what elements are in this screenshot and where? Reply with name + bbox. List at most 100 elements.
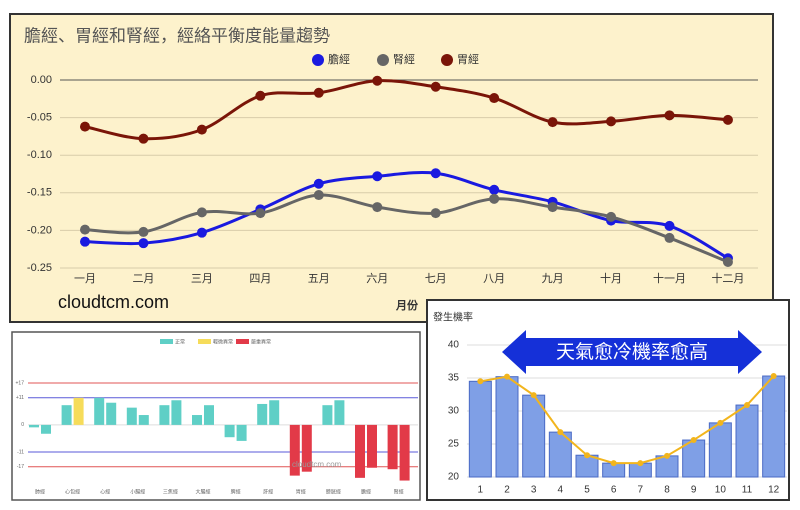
point	[430, 81, 441, 92]
point	[717, 419, 724, 426]
bar	[236, 424, 247, 441]
x-tick-label: 7	[638, 485, 644, 496]
bar	[468, 380, 492, 478]
point	[138, 238, 149, 249]
bar	[61, 405, 72, 425]
point	[255, 90, 266, 101]
x-tick-label: 11	[742, 485, 753, 496]
bar	[171, 400, 182, 425]
point	[744, 402, 750, 409]
point	[313, 190, 324, 201]
bar	[735, 404, 759, 478]
point	[722, 114, 733, 125]
y-tick-label: +17	[16, 380, 25, 386]
bar	[355, 424, 365, 478]
y-tick-label: -0.25	[27, 262, 52, 274]
legend-label: 正常	[175, 338, 185, 345]
point	[637, 460, 644, 467]
point	[489, 193, 500, 204]
x-tick-label: 九月	[542, 272, 564, 285]
y-tick-label: -17	[17, 464, 24, 470]
y-tick-label: -11	[17, 449, 24, 455]
chart-frame	[9, 13, 774, 323]
x-tick-label: 9	[691, 485, 697, 496]
x-tick-label: 10	[715, 485, 727, 496]
bar	[708, 422, 732, 478]
point	[138, 226, 149, 237]
point	[690, 437, 697, 444]
x-tick-label: 大腸經	[195, 488, 210, 495]
point	[530, 392, 537, 399]
bar	[322, 405, 333, 425]
x-tick-label: 五月	[308, 273, 330, 285]
legend-label: 胃經	[457, 52, 479, 66]
x-tick-label: 膀胱經	[326, 488, 341, 495]
x-tick-label: 胃經	[296, 488, 306, 495]
watermark: cloudtcm.com	[292, 460, 342, 469]
chart: 正常 輕微異常 嚴重異常 +17 +11 0 -11 -17 肺經 心包經 心經 小腸經 三焦經 大腸經 脾…	[16, 338, 418, 495]
legend-label: 輕微異常	[213, 338, 233, 345]
x-tick-label: 十二月	[711, 271, 744, 285]
x-tick-label: 脾經	[231, 488, 241, 495]
watermark: cloudtcm.com	[58, 292, 169, 312]
x-tick-label: 三月	[191, 273, 213, 285]
legend-marker	[312, 54, 324, 66]
x-tick-label: 十月	[600, 271, 622, 285]
legend-marker	[441, 54, 453, 66]
bar	[73, 397, 84, 425]
point	[196, 227, 207, 238]
point	[584, 452, 590, 459]
x-tick-label: 2	[504, 485, 510, 496]
x-tick-label: 二月	[132, 273, 154, 285]
legend-swatch	[198, 339, 211, 344]
x-tick-label: 四月	[249, 273, 271, 285]
bar	[94, 397, 105, 425]
x-tick-label: 5	[584, 485, 590, 496]
point	[547, 202, 558, 213]
bar	[301, 424, 312, 472]
annotation-arrow	[502, 330, 762, 374]
legend-label: 膽經	[328, 52, 350, 66]
chart-title: 膽經、胃經和腎經，經絡平衡度能量趨勢	[24, 26, 330, 45]
point	[489, 184, 500, 195]
x-tick-label: 六月	[366, 272, 388, 285]
x-tick-label: 十一月	[653, 271, 686, 285]
y-axis-label: 發生機率	[433, 311, 473, 324]
chart: 膽經、胃經和腎經，經絡平衡度能量趨勢 0.00 -0.05 -0.10 -0.15 -0.…	[24, 26, 758, 312]
legend-marker	[377, 54, 389, 66]
bar	[367, 424, 377, 468]
bar	[495, 376, 519, 478]
x-tick-label: 七月	[425, 272, 447, 285]
x-tick-label: 八月	[483, 273, 505, 285]
legend-swatch	[236, 339, 249, 344]
y-tick-label: -0.15	[27, 187, 52, 199]
x-tick-label: 1	[478, 485, 484, 496]
bar	[289, 424, 300, 476]
bar	[762, 375, 786, 478]
point	[80, 121, 90, 132]
point	[372, 171, 383, 182]
bar	[41, 424, 51, 434]
point	[664, 232, 675, 243]
y-tick-label: -0.10	[27, 149, 52, 161]
point	[430, 208, 441, 219]
x-tick-label: 8	[664, 485, 670, 496]
series-line	[480, 375, 775, 465]
legend-swatch	[160, 339, 173, 344]
bar	[29, 424, 39, 428]
x-tick-label: 心經	[100, 488, 110, 495]
legend-label: 嚴重異常	[251, 338, 271, 345]
y-tick-label: +11	[16, 395, 24, 401]
bar	[126, 407, 137, 425]
y-tick-label: -0.05	[27, 112, 52, 124]
y-tick-label: 0	[21, 422, 24, 428]
point	[196, 207, 207, 218]
point	[504, 373, 510, 380]
point	[313, 87, 324, 98]
point	[80, 224, 90, 235]
x-tick-label: 膽經	[361, 488, 371, 495]
x-tick-label: 三焦經	[163, 488, 178, 495]
point	[610, 460, 617, 467]
